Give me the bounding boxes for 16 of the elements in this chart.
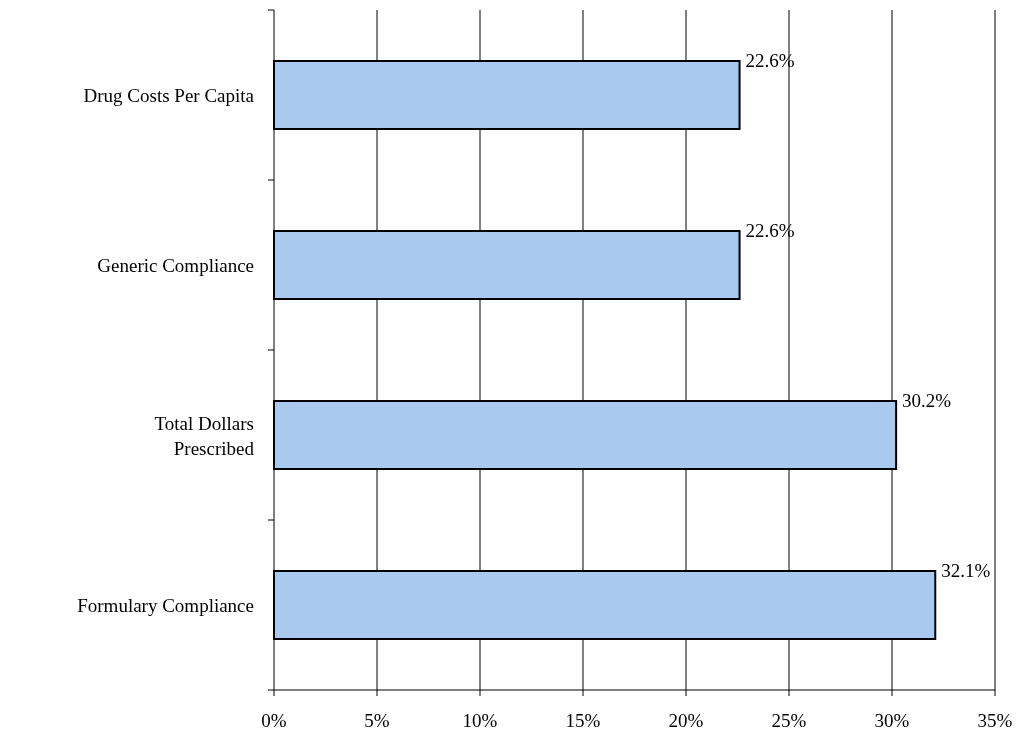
data-label: 22.6% [745,220,795,241]
y-tick-label: Drug Costs Per Capita [83,85,255,106]
x-tick-label: 35% [977,710,1013,731]
x-tick-label: 20% [668,710,704,731]
x-tick-label: 30% [874,710,910,731]
y-tick-label: Formulary Compliance [77,595,254,616]
x-tick-label: 15% [565,710,601,731]
x-tick-label: 5% [364,710,390,731]
x-tick-label: 25% [771,710,807,731]
data-label: 30.2% [902,390,952,411]
y-tick-label: Generic Compliance [97,255,254,276]
x-tick-label: 0% [261,710,287,731]
x-tick-label: 10% [462,710,498,731]
y-tick-label: Total Dollars Prescribed [154,412,255,459]
data-label: 22.6% [745,50,795,71]
data-label: 32.1% [941,560,991,581]
